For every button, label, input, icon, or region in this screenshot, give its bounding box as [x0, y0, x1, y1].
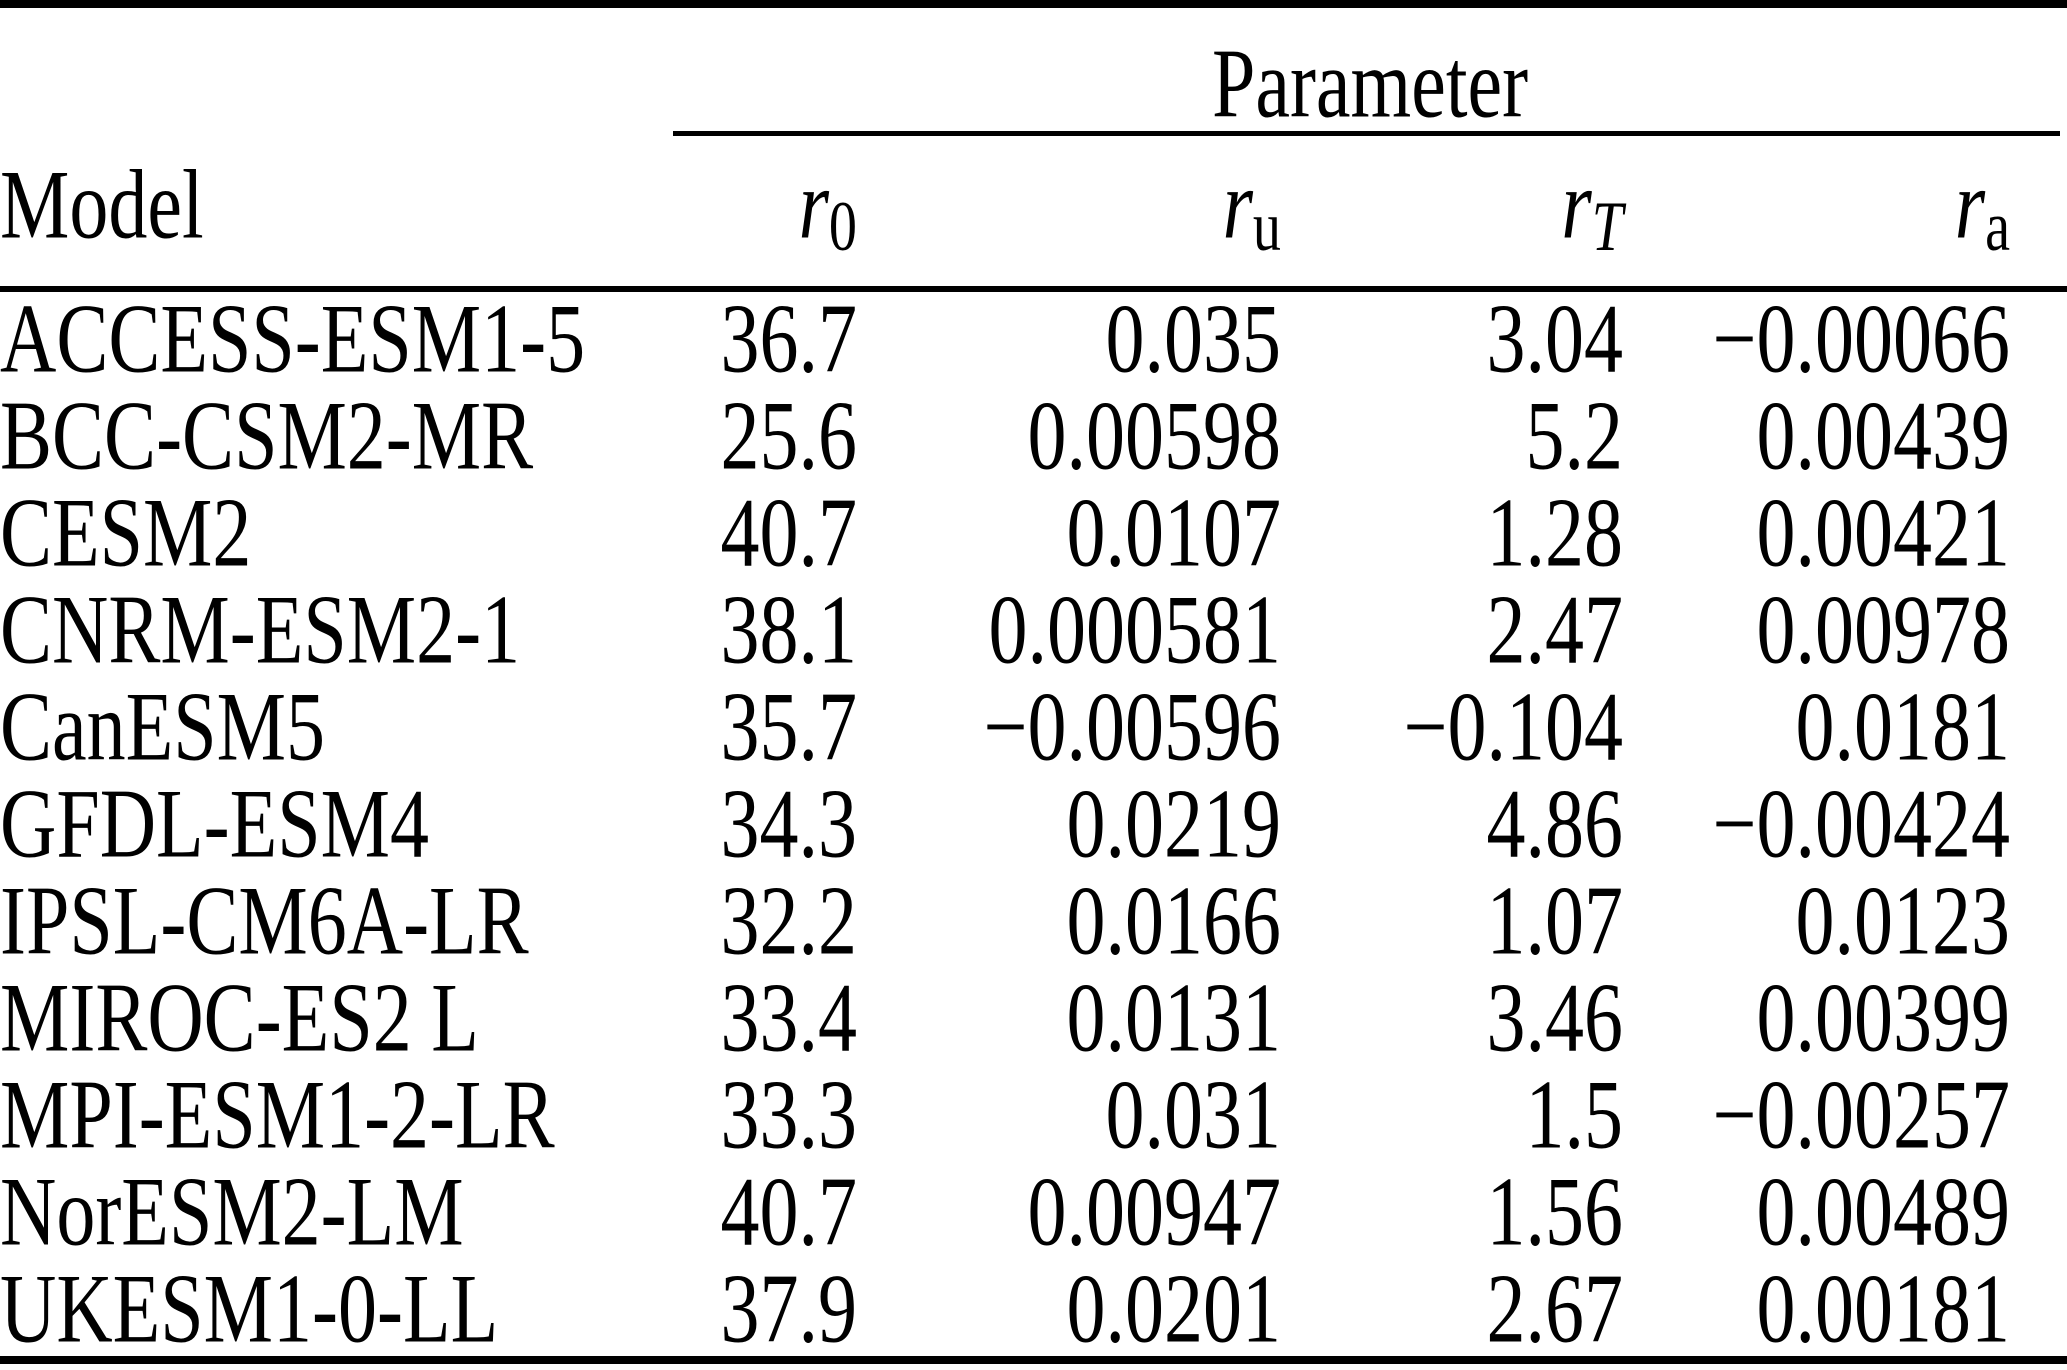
model-cell: GFDL-ESM4 [0, 767, 430, 878]
value-rT-cell: 3.04 [1486, 282, 1624, 393]
value-ra-cell: 0.00421 [1756, 476, 2011, 587]
value-ru-cell: 0.00598 [1027, 379, 1282, 490]
value-r0-cell: 32.2 [720, 864, 858, 975]
value-rT-cell: −0.104 [1403, 670, 1624, 781]
model-parameters-table: Parameter Model r0 ru rT ra ACCESS-ESM1-… [0, 8, 2067, 1363]
value-ra-cell: −0.00257 [1712, 1058, 2011, 1169]
value-rT-cell: 4.86 [1486, 767, 1624, 878]
col-header-rT: rT [1290, 131, 1630, 292]
value-ru-cell: 0.0107 [1066, 476, 1282, 587]
model-header-label: Model [0, 149, 204, 259]
table-row: CESM2 40.7 0.0107 1.28 0.00421 [0, 476, 2067, 587]
value-rT-cell: 1.56 [1486, 1155, 1624, 1266]
value-r0-cell: 35.7 [720, 670, 858, 781]
table-row: UKESM1-0-LL 37.9 0.0201 2.67 0.00181 [0, 1252, 2067, 1363]
value-ra-cell: 0.0181 [1795, 670, 2011, 781]
value-ra-cell: −0.00424 [1712, 767, 2011, 878]
value-rT-cell: 2.47 [1486, 573, 1624, 684]
value-rT-cell: 5.2 [1525, 379, 1624, 490]
value-ra-cell: 0.00489 [1756, 1155, 2011, 1266]
col-header-r0: r0 [673, 131, 870, 292]
col-header-ru: ru [870, 131, 1290, 292]
value-ru-cell: 0.0201 [1066, 1252, 1282, 1363]
value-ra-cell: 0.00978 [1756, 573, 2011, 684]
value-ru-cell: −0.00596 [983, 670, 1282, 781]
value-ru-cell: 0.031 [1105, 1058, 1282, 1169]
value-r0-cell: 38.1 [720, 573, 858, 684]
value-ru-cell: 0.000581 [988, 573, 1282, 684]
value-ru-cell: 0.00947 [1027, 1155, 1282, 1266]
value-ru-cell: 0.0219 [1066, 767, 1282, 878]
value-rT-cell: 2.67 [1486, 1252, 1624, 1363]
model-cell: BCC-CSM2-MR [0, 379, 534, 490]
value-ra-cell: 0.00399 [1756, 961, 2011, 1072]
value-rT-cell: 3.46 [1486, 961, 1624, 1072]
model-cell: UKESM1-0-LL [0, 1252, 499, 1363]
value-r0-cell: 40.7 [720, 1155, 858, 1266]
group-header-parameter: Parameter [673, 8, 2067, 138]
value-ru-cell: 0.0131 [1066, 961, 1282, 1072]
col-header-model: Model [0, 131, 673, 292]
value-r0-cell: 33.3 [720, 1058, 858, 1169]
model-cell: NorESM2-LM [0, 1155, 464, 1266]
param-symbol-ru: ru [1222, 149, 1281, 267]
value-r0-cell: 36.7 [720, 282, 858, 393]
table-row: BCC-CSM2-MR 25.6 0.00598 5.2 0.00439 [0, 379, 2067, 490]
table-row: CanESM5 35.7 −0.00596 −0.104 0.0181 [0, 670, 2067, 781]
table-bottom-rule [0, 1356, 2067, 1364]
table-top-rule [0, 0, 2067, 8]
model-cell: ACCESS-ESM1-5 [0, 282, 586, 393]
model-cell: MIROC-ES2 L [0, 961, 479, 1072]
value-ra-cell: 0.00439 [1756, 379, 2011, 490]
table-row: NorESM2-LM 40.7 0.00947 1.56 0.00489 [0, 1155, 2067, 1266]
param-symbol-r0: r0 [798, 149, 857, 267]
value-ra-cell: −0.00066 [1712, 282, 2011, 393]
value-ru-cell: 0.035 [1105, 282, 1282, 393]
value-ra-cell: 0.00181 [1756, 1252, 2011, 1363]
value-r0-cell: 37.9 [720, 1252, 858, 1363]
value-r0-cell: 34.3 [720, 767, 858, 878]
value-r0-cell: 33.4 [720, 961, 858, 1072]
value-r0-cell: 25.6 [720, 379, 858, 490]
table-row: CNRM-ESM2-1 38.1 0.000581 2.47 0.00978 [0, 573, 2067, 684]
column-header-row: Model r0 ru rT ra [0, 131, 2067, 292]
model-cell: CESM2 [0, 476, 252, 587]
model-cell: CNRM-ESM2-1 [0, 573, 521, 684]
table-row: MIROC-ES2 L 33.4 0.0131 3.46 0.00399 [0, 961, 2067, 1072]
value-rT-cell: 1.28 [1486, 476, 1624, 587]
group-header-label: Parameter [1211, 28, 1529, 138]
table-row: ACCESS-ESM1-5 36.7 0.035 3.04 −0.00066 [0, 282, 2067, 393]
param-symbol-rT: rT [1561, 149, 1623, 267]
value-rT-cell: 1.5 [1525, 1058, 1624, 1169]
parameter-group-rule [673, 131, 2060, 136]
model-cell: CanESM5 [0, 670, 326, 781]
param-symbol-ra: ra [1954, 149, 2011, 267]
header-bottom-rule [0, 286, 2067, 292]
value-ru-cell: 0.0166 [1066, 864, 1282, 975]
table-body: ACCESS-ESM1-5 36.7 0.035 3.04 −0.00066 B… [0, 282, 2067, 1363]
col-header-ra: ra [1630, 131, 2067, 292]
table-row: MPI-ESM1-2-LR 33.3 0.031 1.5 −0.00257 [0, 1058, 2067, 1169]
group-header-row: Parameter [0, 8, 2067, 138]
blank-cell [0, 8, 673, 131]
value-ra-cell: 0.0123 [1795, 864, 2011, 975]
value-r0-cell: 40.7 [720, 476, 858, 587]
model-cell: MPI-ESM1-2-LR [0, 1058, 555, 1169]
table-row: GFDL-ESM4 34.3 0.0219 4.86 −0.00424 [0, 767, 2067, 878]
table-row: IPSL-CM6A-LR 32.2 0.0166 1.07 0.0123 [0, 864, 2067, 975]
model-cell: IPSL-CM6A-LR [0, 864, 529, 975]
value-rT-cell: 1.07 [1486, 864, 1624, 975]
